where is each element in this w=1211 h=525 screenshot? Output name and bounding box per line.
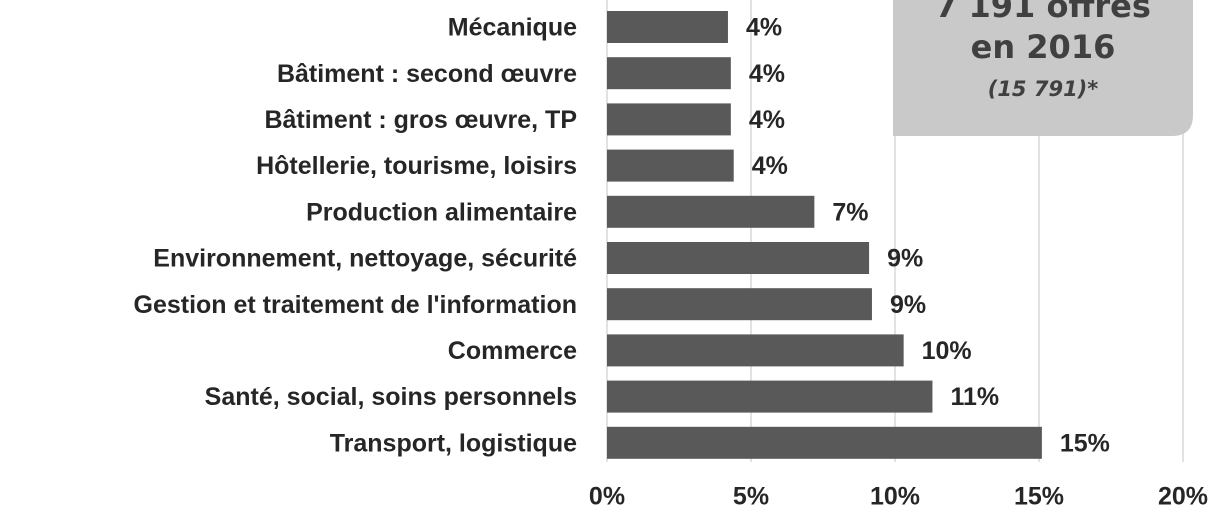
category-label: Hôtellerie, tourisme, loisirs <box>256 152 577 180</box>
x-tick-label: 20% <box>1158 483 1208 511</box>
value-label: 9% <box>887 245 923 273</box>
category-label: Transport, logistique <box>330 429 577 457</box>
value-label: 10% <box>922 337 972 365</box>
bar <box>607 195 815 228</box>
value-label: 11% <box>950 383 999 411</box>
category-label: Environnement, nettoyage, sécurité <box>153 245 577 273</box>
bar <box>607 57 731 90</box>
value-label: 4% <box>752 152 788 180</box>
category-label: Bâtiment : gros œuvre, TP <box>264 106 577 134</box>
annotation-box <box>893 0 1193 136</box>
annotation-line: 7 191 offres <box>935 0 1151 25</box>
bar <box>607 11 728 43</box>
value-label: 15% <box>1060 429 1110 457</box>
value-label: 4% <box>746 14 782 42</box>
category-label: Production alimentaire <box>306 198 577 226</box>
bar <box>607 149 734 182</box>
category-label: Bâtiment : second œuvre <box>277 60 577 88</box>
category-label: Gestion et traitement de l'information <box>134 291 578 319</box>
value-label: 9% <box>890 291 926 319</box>
value-label: 7% <box>832 198 868 226</box>
bar <box>607 380 933 413</box>
bar <box>607 334 904 367</box>
bar <box>607 288 872 321</box>
x-tick-label: 10% <box>870 483 920 511</box>
category-label: Mécanique <box>448 14 577 42</box>
bar <box>607 242 870 274</box>
category-label: Santé, social, soins personnels <box>205 383 577 411</box>
x-tick-label: 0% <box>589 483 625 511</box>
x-tick-label: 5% <box>733 483 769 511</box>
value-label: 4% <box>749 60 785 88</box>
bar <box>607 426 1042 459</box>
annotation-line: en 2016 <box>971 28 1116 66</box>
x-tick-label: 15% <box>1014 483 1064 511</box>
value-label: 4% <box>749 106 785 134</box>
category-label: Commerce <box>448 337 577 365</box>
bar <box>607 103 731 136</box>
annotation-line: (15 791)* <box>988 77 1099 101</box>
